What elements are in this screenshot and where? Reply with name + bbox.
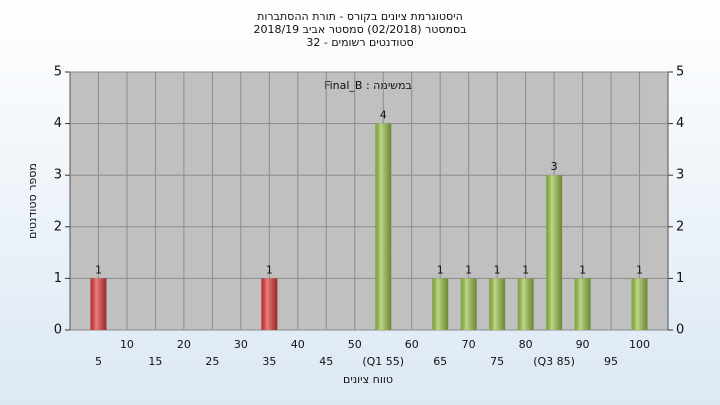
bar-shine bbox=[546, 175, 563, 330]
y2-tick-label: 2 bbox=[676, 219, 684, 234]
chart-title: היסטוגרמת ציונים בקורס - תורת ההסתברות bbox=[257, 10, 463, 23]
data-label: 1 bbox=[95, 263, 102, 276]
y2-tick-label: 1 bbox=[676, 271, 684, 286]
x-tick-label: 80 bbox=[519, 338, 533, 351]
data-label: 1 bbox=[266, 263, 273, 276]
x-tick-label: 20 bbox=[177, 338, 191, 351]
data-label: 1 bbox=[465, 263, 472, 276]
data-label: 4 bbox=[380, 109, 387, 122]
x-tick-label: (Q1 55) bbox=[362, 355, 404, 368]
bar-shine bbox=[261, 278, 278, 330]
data-label: 1 bbox=[522, 263, 529, 276]
y-tick-label: 5 bbox=[54, 65, 62, 80]
bar-shine bbox=[460, 278, 477, 330]
x-tick-label: 10 bbox=[120, 338, 134, 351]
y2-tick-label: 5 bbox=[676, 65, 684, 80]
bar-shine bbox=[90, 278, 107, 330]
x-tick-label: 50 bbox=[348, 338, 362, 351]
y2-tick-label: 4 bbox=[676, 116, 684, 131]
x-tick-label: 95 bbox=[604, 355, 618, 368]
x-tick-label: 5 bbox=[95, 355, 102, 368]
bar-shine bbox=[631, 278, 648, 330]
x-tick-label: 70 bbox=[462, 338, 476, 351]
x-tick-label: 100 bbox=[629, 338, 650, 351]
x-tick-label: 35 bbox=[262, 355, 276, 368]
y-tick-label: 3 bbox=[54, 168, 62, 183]
y-tick-label: 2 bbox=[54, 219, 62, 234]
x-tick-label: (Q3 85) bbox=[533, 355, 575, 368]
y-tick-label: 0 bbox=[54, 323, 62, 338]
x-tick-label: 60 bbox=[405, 338, 419, 351]
x-tick-label: 40 bbox=[291, 338, 305, 351]
x-tick-label: 15 bbox=[148, 355, 162, 368]
bar-shine bbox=[489, 278, 506, 330]
chart-subtitle: בסמסטר (02/2018) סמסטר אביב 2018/19 bbox=[253, 23, 466, 36]
x-tick-label: 45 bbox=[319, 355, 333, 368]
bar-shine bbox=[432, 278, 449, 330]
x-axis-label: טווח ציונים bbox=[343, 373, 393, 386]
chart-subtitle: סטודנטים רשומים - 32 bbox=[306, 36, 413, 49]
x-tick-label: 65 bbox=[433, 355, 447, 368]
y-tick-label: 4 bbox=[54, 116, 62, 131]
y2-tick-label: 3 bbox=[676, 168, 684, 183]
bar-shine bbox=[574, 278, 591, 330]
data-label: 1 bbox=[636, 263, 643, 276]
x-tick-label: 25 bbox=[205, 355, 219, 368]
annotation: במשימה : Final_B bbox=[324, 79, 412, 92]
y-axis-label: מספר סטודנטים bbox=[26, 163, 39, 239]
bar-shine bbox=[517, 278, 534, 330]
bar-shine bbox=[375, 123, 392, 330]
x-tick-label: 75 bbox=[490, 355, 504, 368]
data-label: 1 bbox=[579, 263, 586, 276]
data-label: 1 bbox=[437, 263, 444, 276]
y-tick-label: 1 bbox=[54, 271, 62, 286]
x-tick-label: 90 bbox=[576, 338, 590, 351]
y2-tick-label: 0 bbox=[676, 323, 684, 338]
data-label: 3 bbox=[551, 160, 558, 173]
data-label: 1 bbox=[494, 263, 501, 276]
plot-area bbox=[69, 71, 669, 331]
x-tick-label: 30 bbox=[234, 338, 248, 351]
